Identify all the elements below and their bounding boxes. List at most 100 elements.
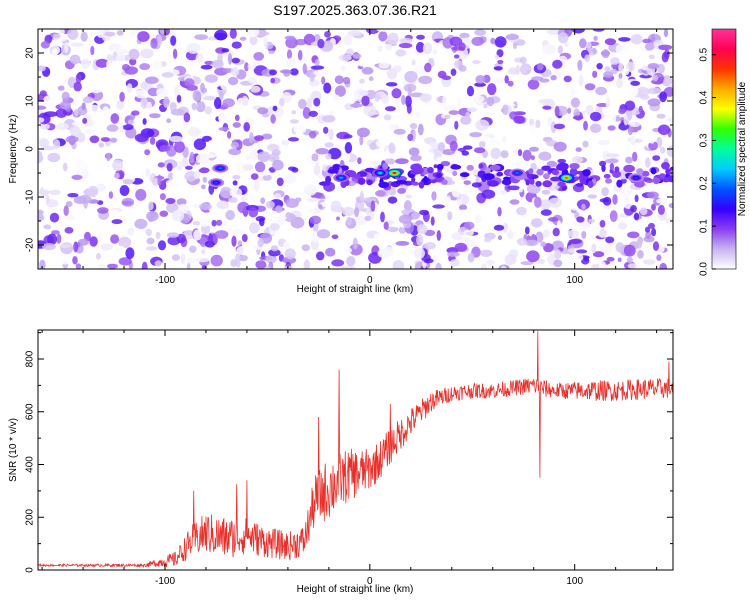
heatmap-cell — [416, 234, 424, 246]
heatmap-cell — [414, 111, 421, 118]
heatmap-cell — [192, 221, 201, 226]
heatmap-cell — [108, 191, 114, 199]
snr-frame — [37, 329, 674, 571]
heatmap-cell — [374, 92, 380, 102]
heatmap-cell — [201, 184, 206, 190]
heatmap-cell — [421, 158, 434, 170]
heatmap-cell — [475, 75, 486, 84]
heatmap-cell — [39, 123, 50, 130]
heatmap-cell — [144, 149, 151, 156]
heatmap-cell — [385, 43, 393, 51]
heatmap-cell — [230, 141, 239, 149]
heatmap-cell — [97, 263, 106, 269]
heatmap-cell — [186, 262, 191, 269]
heatmap-cell — [169, 102, 177, 112]
heatmap-cell — [57, 259, 71, 265]
heatmap-cell — [70, 42, 84, 47]
heatmap-cell — [336, 216, 340, 221]
heatmap-cell — [388, 142, 396, 154]
heatmap-cell — [515, 162, 523, 167]
heatmap-cell — [651, 228, 657, 237]
heatmap-cell — [437, 142, 446, 152]
heatmap-cell — [342, 206, 355, 217]
heatmap-cell — [201, 135, 212, 142]
heatmap-peak — [392, 171, 397, 175]
heatmap-cell — [297, 49, 303, 61]
heatmap-cell — [65, 201, 73, 207]
heatmap-cell — [507, 229, 514, 239]
heatmap-band-cell — [543, 173, 550, 180]
heatmap-cell — [275, 205, 283, 214]
heatmap-cell — [574, 254, 584, 262]
heatmap-cell — [86, 37, 93, 47]
heatmap-cell — [463, 221, 475, 230]
heatmap-cell — [80, 31, 88, 42]
heatmap-cell — [64, 227, 74, 234]
heatmap-cell — [127, 227, 135, 236]
heatmap-cell — [647, 132, 657, 137]
heatmap-cell — [524, 226, 530, 235]
heatmap-cell — [466, 85, 475, 97]
x-tick-label: -100 — [155, 576, 175, 587]
heatmap-cell — [266, 214, 280, 225]
heatmap-cell — [618, 62, 624, 74]
heatmap-cell — [507, 80, 514, 87]
heatmap-band-cell — [575, 183, 584, 187]
heatmap-cell — [115, 54, 129, 62]
heatmap-cell — [268, 249, 281, 257]
heatmap-cell — [85, 175, 96, 188]
heatmap-y-ticks: -20 -10 0 10 20 — [25, 28, 673, 270]
heatmap-cell — [413, 247, 425, 259]
heatmap-cell — [281, 140, 290, 146]
heatmap-cell — [109, 137, 118, 143]
heatmap-cell — [69, 54, 81, 65]
heatmap-cell — [235, 162, 248, 173]
heatmap-cell — [581, 230, 587, 239]
heatmap-cell — [557, 158, 567, 164]
heatmap-cell — [257, 107, 269, 115]
heatmap-cell — [556, 220, 562, 231]
heatmap-cell — [228, 76, 239, 86]
heatmap-cell — [245, 155, 253, 160]
heatmap-cell — [624, 100, 636, 111]
heatmap-cell — [567, 229, 579, 238]
heatmap-cell — [603, 71, 614, 78]
heatmap-band-cell — [525, 179, 530, 186]
heatmap-cell — [378, 62, 390, 69]
heatmap-cell — [89, 236, 98, 247]
heatmap-cell — [592, 29, 605, 32]
heatmap-cell — [422, 42, 433, 55]
heatmap-cell — [663, 77, 672, 86]
heatmap-cell — [375, 190, 386, 197]
heatmap-cell — [116, 30, 124, 36]
heatmap-cell — [593, 35, 598, 41]
heatmap-cell — [309, 215, 321, 225]
heatmap-cell — [656, 198, 668, 204]
heatmap-cell — [59, 101, 71, 110]
heatmap-cell — [493, 77, 506, 84]
heatmap-cell — [316, 251, 325, 261]
heatmap-cell — [195, 53, 204, 64]
heatmap-cell — [51, 230, 60, 235]
heatmap-cell — [174, 140, 185, 153]
heatmap-cell — [647, 98, 661, 107]
heatmap-cell — [157, 174, 162, 187]
heatmap-cell — [583, 256, 589, 262]
heatmap-cell — [145, 246, 158, 251]
heatmap-band-cell — [427, 166, 434, 174]
heatmap-cell — [529, 146, 539, 152]
heatmap-cell — [176, 38, 182, 51]
heatmap-cell — [47, 152, 61, 163]
heatmap-cell — [248, 77, 258, 84]
heatmap-cell — [494, 54, 499, 60]
heatmap-cell — [456, 199, 463, 206]
heatmap-cell — [126, 83, 133, 93]
heatmap-cell — [212, 146, 221, 152]
heatmap-cell — [119, 91, 125, 102]
heatmap-cell — [82, 96, 94, 104]
heatmap-cell — [361, 67, 374, 75]
heatmap-cell — [313, 97, 321, 107]
heatmap-cell — [424, 241, 436, 250]
heatmap-cell — [189, 151, 195, 164]
heatmap-cell — [369, 142, 377, 151]
